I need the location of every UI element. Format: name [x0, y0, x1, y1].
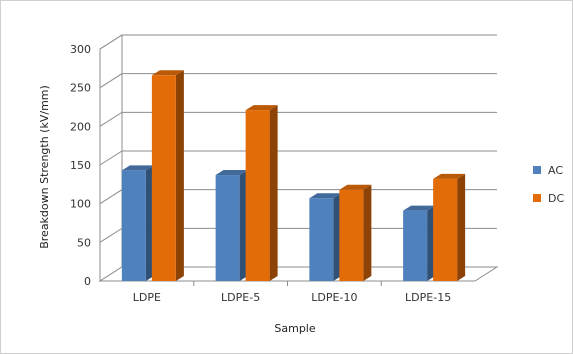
bar-front: [309, 198, 334, 281]
legend-swatch: [533, 194, 541, 202]
legend-swatch: [533, 166, 541, 174]
gridline: [99, 34, 497, 50]
x-tick-label: LDPE-5: [221, 291, 260, 304]
bar-ac-ldpe-10: [309, 193, 342, 281]
bar-front: [433, 178, 458, 281]
bar-dc-ldpe: [151, 70, 184, 281]
gridline: [99, 73, 497, 89]
x-axis-title: Sample: [274, 322, 315, 335]
legend: AC DC: [533, 164, 564, 205]
bar-top: [245, 105, 278, 111]
legend-item-ac: AC: [533, 164, 563, 177]
x-tick-labels: LDPE LDPE-5 LDPE-10 LDPE-15: [133, 291, 451, 304]
bar-ac-ldpe-15: [403, 205, 436, 281]
gridline: [99, 150, 497, 166]
bar-front: [215, 175, 240, 281]
bar-ac-ldpe-5: [215, 170, 248, 281]
bar-top: [121, 165, 154, 171]
y-tick-label: 100: [70, 198, 91, 211]
bar-top: [433, 173, 466, 179]
gridline: [99, 111, 497, 127]
x-tick-label: LDPE-15: [405, 291, 451, 304]
y-tick-label: 150: [70, 159, 91, 172]
bar-dc-ldpe-5: [245, 105, 278, 282]
y-tick-label: 50: [77, 236, 91, 249]
bar-top: [403, 205, 436, 211]
bar-side: [363, 184, 372, 281]
bar-top: [215, 170, 248, 176]
bar-front: [151, 75, 176, 281]
legend-label: AC: [548, 164, 563, 177]
bar-side: [175, 70, 184, 281]
bar-front: [245, 110, 270, 282]
bars: [121, 70, 466, 282]
bar-top: [151, 70, 184, 76]
bar-side: [269, 105, 278, 282]
x-tick-label: LDPE-10: [311, 291, 357, 304]
y-axis-title: Breakdown Strength (kV/mm): [38, 85, 51, 249]
bar-front: [403, 210, 428, 281]
y-tick-labels: 0 50 100 150 200 250 300: [70, 43, 91, 288]
y-tick-label: 200: [70, 120, 91, 133]
legend-label: DC: [548, 192, 564, 205]
bar-dc-ldpe-15: [433, 173, 466, 281]
y-tick-label: 250: [70, 82, 91, 95]
bar-front: [339, 189, 364, 281]
x-tick-label: LDPE: [133, 291, 161, 304]
y-tick-label: 300: [70, 43, 91, 56]
legend-item-dc: DC: [533, 192, 564, 205]
bar-dc-ldpe-10: [339, 184, 372, 281]
bar-side: [457, 173, 466, 281]
y-tick-label: 0: [84, 275, 91, 288]
bar-ac-ldpe: [121, 165, 154, 281]
bar-top: [339, 184, 372, 190]
bar-front: [121, 170, 146, 281]
bar-top: [309, 193, 342, 199]
